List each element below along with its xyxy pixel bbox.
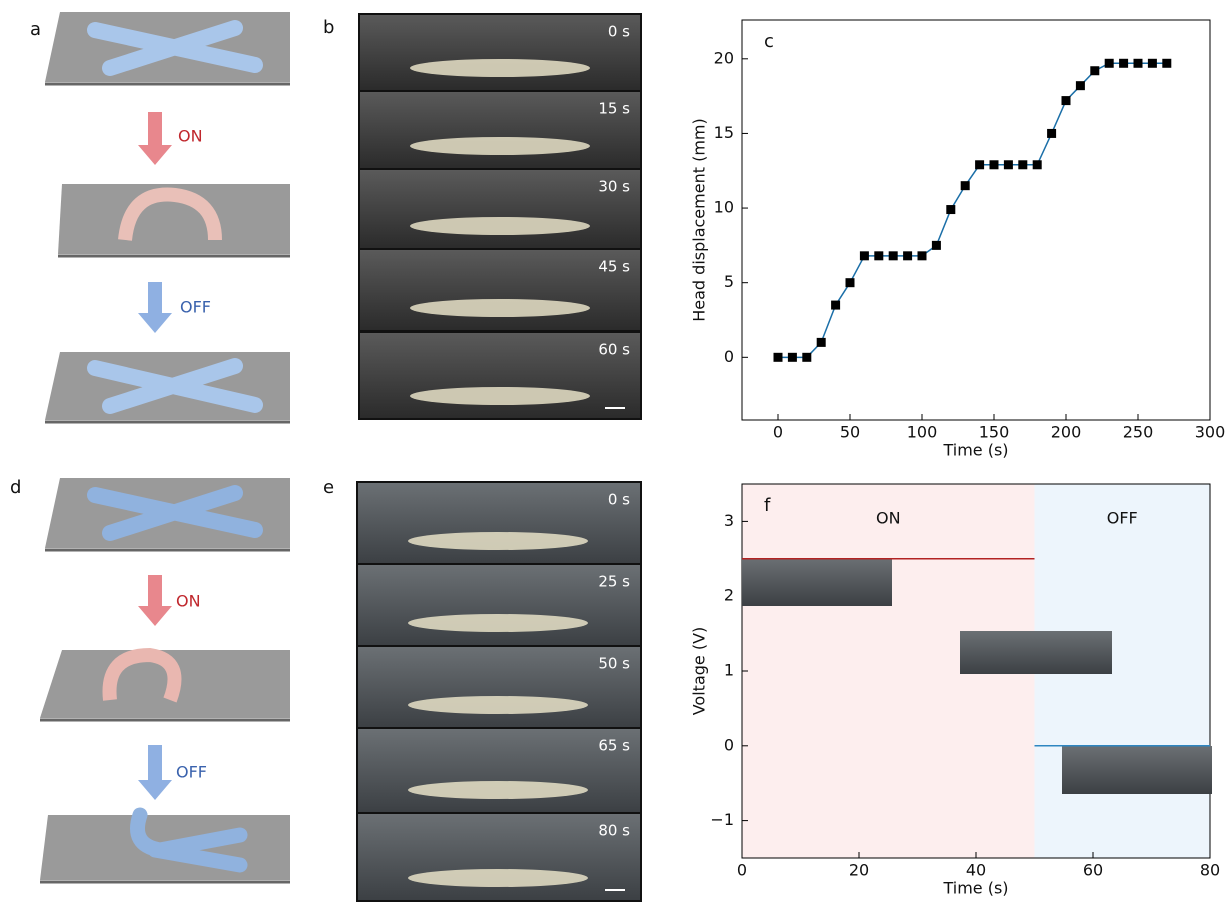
time-label: 65 s [598, 737, 630, 755]
photo-object [410, 59, 590, 77]
time-label: 0 s [608, 491, 630, 509]
x-tick-label: 300 [1195, 423, 1226, 442]
panel-label: f [764, 495, 771, 516]
photo-object [408, 696, 588, 714]
marker [961, 181, 970, 190]
marker [1076, 81, 1085, 90]
marker [1018, 160, 1027, 169]
x-axis-label: Time (s) [942, 441, 1008, 460]
y-tick-label: 1 [724, 661, 734, 680]
y-tick-label: 5 [724, 272, 734, 291]
marker [1134, 59, 1143, 68]
y-axis-label: Voltage (V) [690, 627, 709, 716]
photo-object [410, 299, 590, 317]
marker [903, 251, 912, 260]
time-label: 50 s [598, 655, 630, 673]
photo-inset [1062, 746, 1212, 794]
photo [358, 483, 640, 563]
plot-frame [742, 20, 1210, 420]
time-label: 80 s [598, 822, 630, 840]
schematic-d: d ON OFF [10, 477, 290, 882]
x-tick-label: 100 [907, 423, 938, 442]
y-tick-label: −1 [710, 810, 734, 829]
marker [1004, 160, 1013, 169]
y-tick-label: 0 [724, 347, 734, 366]
marker [817, 338, 826, 347]
marker [889, 251, 898, 260]
panel-label: b [323, 17, 334, 38]
marker [774, 353, 783, 362]
off-label: OFF [180, 298, 211, 317]
marker [802, 353, 811, 362]
panel-label: e [323, 477, 334, 498]
x-tick-label: 60 [1083, 861, 1103, 880]
marker [1148, 59, 1157, 68]
photo-object [410, 387, 590, 405]
x-tick-label: 80 [1200, 861, 1220, 880]
time-label: 60 s [598, 341, 630, 359]
marker [874, 251, 883, 260]
photo-object [408, 532, 588, 550]
y-tick-label: 10 [714, 198, 734, 217]
region-label: OFF [1107, 509, 1138, 528]
marker [946, 205, 955, 214]
marker [918, 251, 927, 260]
marker [990, 160, 999, 169]
marker [846, 278, 855, 287]
panel-label: c [764, 31, 774, 52]
photo-inset [742, 558, 892, 606]
marker [831, 301, 840, 310]
marker [975, 160, 984, 169]
marker [1033, 160, 1042, 169]
photo-object [408, 781, 588, 799]
marker [1047, 129, 1056, 138]
x-axis-label: Time (s) [942, 879, 1008, 898]
y-tick-label: 2 [724, 586, 734, 605]
on-label: ON [178, 127, 203, 146]
on-label: ON [176, 592, 201, 611]
y-axis-label: Head displacement (mm) [690, 118, 709, 322]
line [778, 63, 1167, 357]
photo-inset [960, 631, 1112, 674]
marker [1105, 59, 1114, 68]
photo-object [410, 137, 590, 155]
x-tick-label: 0 [737, 861, 747, 880]
off-label: OFF [176, 763, 207, 782]
figure: a ON OFF d ON OFF b e 0 s15 s30 s45 s60 … [0, 0, 1230, 910]
marker [932, 241, 941, 250]
marker [788, 353, 797, 362]
x-tick-label: 20 [849, 861, 869, 880]
time-label: 0 s [608, 23, 630, 41]
region-label: ON [876, 509, 901, 528]
x-tick-label: 150 [979, 423, 1010, 442]
x-tick-label: 250 [1123, 423, 1154, 442]
x-tick-label: 200 [1051, 423, 1082, 442]
x-tick-label: 50 [840, 423, 860, 442]
y-tick-label: 3 [724, 511, 734, 530]
x-tick-label: 40 [966, 861, 986, 880]
panel-label: d [10, 477, 21, 498]
photo-object [410, 217, 590, 235]
y-tick-label: 20 [714, 48, 734, 67]
time-label: 25 s [598, 573, 630, 591]
photo-object [408, 614, 588, 632]
marker [1062, 96, 1071, 105]
panel-label: a [30, 19, 41, 40]
time-label: 45 s [598, 258, 630, 276]
photo-object [408, 869, 588, 887]
schematic-a: a ON OFF [30, 12, 290, 422]
time-label: 15 s [598, 100, 630, 118]
photo [360, 15, 640, 90]
marker [1162, 59, 1171, 68]
x-tick-label: 0 [773, 423, 783, 442]
marker [1090, 66, 1099, 75]
time-label: 30 s [598, 178, 630, 196]
marker [1119, 59, 1128, 68]
y-tick-label: 0 [724, 735, 734, 754]
y-tick-label: 15 [714, 123, 734, 142]
marker [860, 251, 869, 260]
